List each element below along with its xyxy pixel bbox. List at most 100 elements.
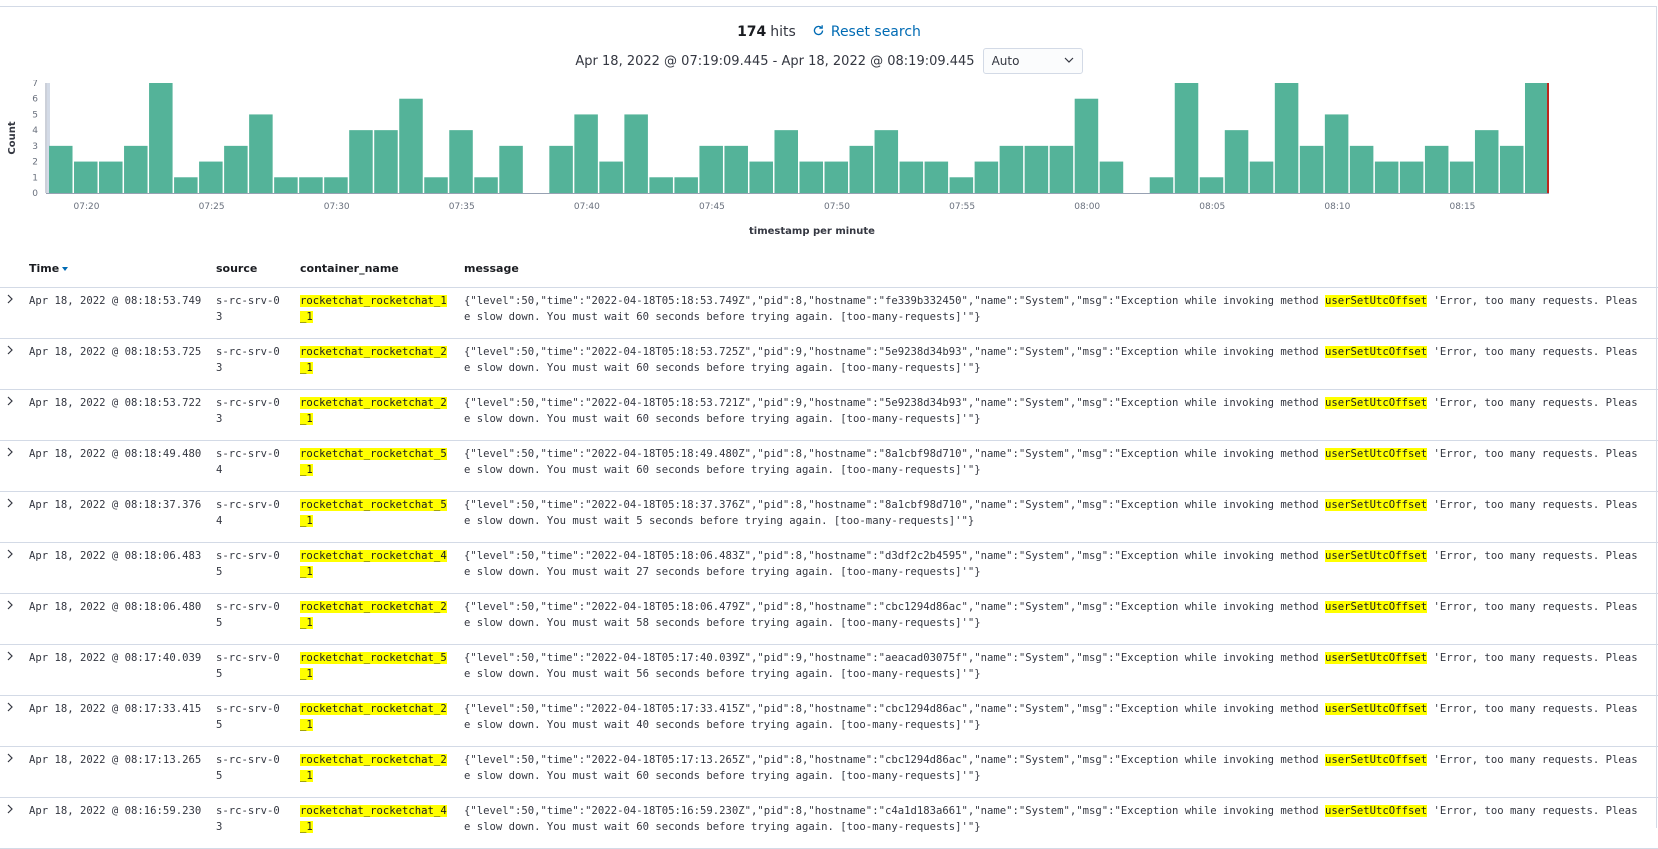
histogram-bar[interactable] [624,114,648,193]
histogram-bar[interactable] [674,177,698,193]
histogram-bar[interactable] [74,161,98,193]
histogram-bar[interactable] [1024,145,1049,193]
histogram-bar[interactable] [449,130,473,193]
histogram-bar[interactable] [724,145,748,193]
x-tick-label: 08:15 [1449,202,1475,212]
table-row[interactable]: Apr 18, 2022 @ 08:17:40.039 s-rc-srv-0 5 r… [0,645,1658,696]
table-row[interactable]: Apr 18, 2022 @ 08:18:53.722 s-rc-srv-0 3 r… [0,390,1658,441]
interval-select[interactable]: Auto [982,48,1083,74]
histogram-bar[interactable] [349,130,373,193]
histogram-bar[interactable] [999,145,1024,193]
histogram-bar[interactable] [399,98,423,193]
table-row[interactable]: Apr 18, 2022 @ 08:18:06.483 s-rc-srv-0 5 r… [0,543,1658,594]
histogram-bar[interactable] [274,177,298,193]
histogram-bar[interactable] [174,177,198,193]
histogram-bar[interactable] [1449,161,1474,193]
now-marker [1547,83,1549,193]
histogram-bar[interactable] [149,83,173,193]
expand-row-icon[interactable] [6,345,16,357]
histogram-bar[interactable] [1249,161,1274,193]
cell-message: {"level":50,"time":"2022-04-18T05:17:33.… [464,702,1654,733]
histogram-bar[interactable] [549,145,573,193]
histogram-bar[interactable] [1274,83,1299,193]
cell-time: Apr 18, 2022 @ 08:18:37.376 [29,499,202,511]
histogram-bar[interactable] [249,114,273,193]
histogram-bar[interactable] [849,145,874,193]
table-row[interactable]: Apr 18, 2022 @ 08:16:59.230 s-rc-srv-0 3 r… [0,798,1658,849]
histogram-bar[interactable] [1324,114,1349,193]
histogram-bar[interactable] [1149,177,1174,193]
expand-row-icon[interactable] [6,600,16,612]
histogram-bar[interactable] [1499,145,1524,193]
histogram-bar[interactable] [699,145,723,193]
histogram-bar[interactable] [1349,145,1374,193]
histogram-bar[interactable] [574,114,598,193]
histogram-bar[interactable] [749,161,773,193]
column-header-message[interactable]: message [464,262,519,275]
expand-row-icon[interactable] [6,498,16,510]
reset-search-button[interactable]: Reset search [812,24,921,41]
cell-time: Apr 18, 2022 @ 08:17:33.415 [29,703,202,715]
histogram-bar[interactable] [774,130,798,193]
histogram-chart[interactable]: Count 0 1 2 3 4 5 6 7 07:20 07:25 07:30 07:35 07:40 07… [0,80,1658,240]
histogram-bar[interactable] [1074,98,1099,193]
expand-row-icon[interactable] [6,702,16,714]
expand-row-icon[interactable] [6,804,16,816]
histogram-bar[interactable] [99,161,123,193]
histogram-bar[interactable] [874,130,899,193]
histogram-bar[interactable] [299,177,323,193]
histogram-bar[interactable] [1399,161,1424,193]
histogram-bar[interactable] [49,145,73,193]
table-row[interactable]: Apr 18, 2022 @ 08:18:06.480 s-rc-srv-0 5 r… [0,594,1658,645]
expand-row-icon[interactable] [6,753,16,765]
histogram-bar[interactable] [1374,161,1399,193]
histogram-bar[interactable] [1049,145,1074,193]
histogram-bar[interactable] [1174,83,1199,193]
histogram-bar[interactable] [499,145,523,193]
histogram-bar[interactable] [324,177,348,193]
expand-row-icon[interactable] [6,651,16,663]
histogram-bar[interactable] [1199,177,1224,193]
histogram-bar[interactable] [374,130,398,193]
table-row[interactable]: Apr 18, 2022 @ 08:18:37.376 s-rc-srv-0 4 r… [0,492,1658,543]
column-header-container[interactable]: container_name [300,262,399,275]
histogram-bar[interactable] [799,161,824,193]
histogram-bar[interactable] [199,161,223,193]
expand-row-icon[interactable] [6,447,16,459]
column-header-time[interactable]: Time [29,262,69,275]
table-row[interactable]: Apr 18, 2022 @ 08:18:53.749 s-rc-srv-0 3 r… [0,287,1658,339]
histogram-bar[interactable] [1224,130,1249,193]
expand-row-icon[interactable] [6,396,16,408]
histogram-bar[interactable] [1474,130,1499,193]
table-row[interactable]: Apr 18, 2022 @ 08:18:49.480 s-rc-srv-0 4 r… [0,441,1658,492]
source-line-1: s-rc-srv-0 [216,448,280,460]
table-row[interactable]: Apr 18, 2022 @ 08:17:13.265 s-rc-srv-0 5 r… [0,747,1658,798]
expand-row-icon[interactable] [6,549,16,561]
histogram-bar[interactable] [474,177,498,193]
message-highlight: userSetUtcOffset [1325,448,1428,460]
histogram-bar[interactable] [1524,83,1549,193]
expand-row-icon[interactable] [6,294,16,306]
message-prefix: {"level":50,"time":"2022-04-18T05:18:06.… [464,601,1326,613]
histogram-bar[interactable] [974,161,999,193]
histogram-bar[interactable] [424,177,448,193]
histogram-bar[interactable] [1299,145,1324,193]
table-row[interactable]: Apr 18, 2022 @ 08:17:33.415 s-rc-srv-0 5 r… [0,696,1658,747]
histogram-bar[interactable] [949,177,974,193]
column-header-source[interactable]: source [216,262,258,275]
histogram-bar[interactable] [899,161,924,193]
histogram-bar[interactable] [649,177,673,193]
histogram-bar[interactable] [924,161,949,193]
table-row[interactable]: Apr 18, 2022 @ 08:18:53.725 s-rc-srv-0 3 r… [0,339,1658,390]
message-highlight: userSetUtcOffset [1325,499,1428,511]
cell-source: s-rc-srv-0 5 [216,651,286,682]
histogram-bar[interactable] [824,161,849,193]
histogram-bar[interactable] [1099,161,1124,193]
message-suffix: 'Error, too many requests. Pleas [1427,448,1638,460]
histogram-bar[interactable] [224,145,248,193]
histogram-bar[interactable] [124,145,148,193]
sort-desc-icon[interactable] [62,267,69,271]
histogram-bar[interactable] [599,161,623,193]
message-line-2: e slow down. You must wait 27 seconds be… [464,565,981,578]
histogram-bar[interactable] [1424,145,1449,193]
